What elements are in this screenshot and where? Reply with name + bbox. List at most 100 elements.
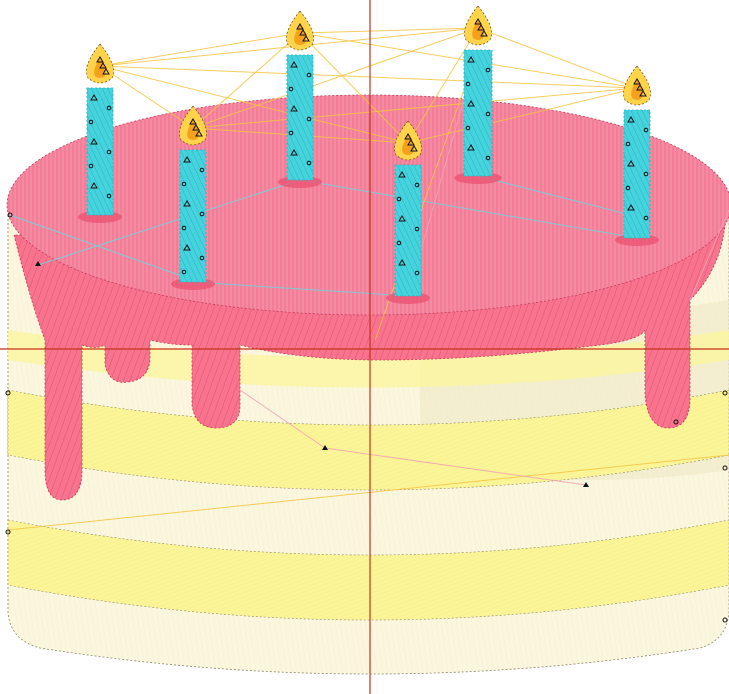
circle-marker <box>306 116 312 122</box>
triangle-marker <box>290 149 298 156</box>
triangle-marker <box>189 118 197 125</box>
triangle-marker <box>299 29 307 36</box>
circle-marker <box>106 149 112 155</box>
circle-marker <box>396 196 402 202</box>
travel-stitch-line <box>37 179 301 266</box>
circle-marker <box>465 125 471 131</box>
triangle-marker <box>102 68 110 75</box>
circle-marker <box>181 181 187 187</box>
circle-marker <box>199 167 205 173</box>
circle-marker <box>643 215 649 221</box>
triangle-marker <box>474 18 482 25</box>
triangle-marker <box>35 261 41 266</box>
circle-marker <box>465 81 471 87</box>
circle-marker <box>88 119 94 125</box>
travel-stitch-line <box>192 32 301 129</box>
circle-marker <box>306 72 312 78</box>
circle-marker <box>625 185 631 191</box>
triangle-marker <box>477 24 485 31</box>
travel-stitch-line <box>99 65 194 129</box>
circle-marker <box>722 465 728 471</box>
circle-marker <box>5 390 11 396</box>
travel-stitch-line <box>477 175 651 221</box>
circle-marker <box>88 163 94 169</box>
candles <box>77 5 660 304</box>
circle-marker <box>625 141 631 147</box>
stitch-markers <box>5 212 728 623</box>
triangle-marker <box>583 482 589 487</box>
candle-5 <box>454 5 502 184</box>
circle-marker <box>396 240 402 246</box>
travel-stitch-line <box>407 27 479 144</box>
travel-stitch-line <box>324 447 587 486</box>
triangle-marker <box>322 445 328 450</box>
circle-marker <box>485 111 491 117</box>
travel-stitch-line <box>192 27 479 129</box>
circle-marker <box>722 617 728 623</box>
circle-marker <box>199 255 205 261</box>
triangle-marker <box>99 62 107 69</box>
triangle-marker <box>183 200 191 207</box>
circle-marker <box>181 225 187 231</box>
triangle-marker <box>404 133 412 140</box>
candle-4 <box>385 120 431 304</box>
triangle-marker <box>296 23 304 30</box>
triangle-marker <box>467 56 475 63</box>
triangle-marker <box>480 30 488 37</box>
triangle-marker <box>636 84 644 91</box>
circle-marker <box>7 212 13 218</box>
circle-marker <box>485 67 491 73</box>
travel-stitch-line <box>407 87 638 144</box>
triangle-marker <box>183 244 191 251</box>
circle-marker <box>643 127 649 133</box>
travel-stitch-line <box>239 389 326 449</box>
triangle-marker <box>195 130 203 137</box>
circle-marker <box>288 130 294 136</box>
triangle-marker <box>410 145 418 152</box>
triangle-marker <box>90 94 98 101</box>
travel-stitch-line <box>477 27 638 89</box>
circle-marker <box>199 211 205 217</box>
candle-1 <box>77 43 123 223</box>
travel-stitch-line <box>689 209 729 301</box>
circle-marker <box>722 390 728 396</box>
circle-marker <box>106 105 112 111</box>
travel-stitch-line <box>9 214 194 281</box>
triangle-marker <box>90 138 98 145</box>
circle-marker <box>5 529 11 535</box>
circle-marker <box>306 160 312 166</box>
triangle-marker <box>302 35 310 42</box>
circle-marker <box>414 182 420 188</box>
triangle-marker <box>633 78 641 85</box>
triangle-marker <box>467 100 475 107</box>
triangle-marker <box>183 156 191 163</box>
travel-stitch-line <box>299 27 479 34</box>
triangle-marker <box>627 160 635 167</box>
travel-stitch-line <box>99 65 409 144</box>
circle-marker <box>485 155 491 161</box>
circle-marker <box>106 193 112 199</box>
candle-3 <box>277 10 323 188</box>
triangle-marker <box>467 144 475 151</box>
candle-6 <box>614 65 660 246</box>
triangle-marker <box>192 124 200 131</box>
triangle-marker <box>290 61 298 68</box>
travel-stitch-line <box>192 87 638 129</box>
travel-stitch-line <box>299 179 638 239</box>
travel-stitch-line <box>192 281 409 297</box>
triangle-marker <box>398 259 406 266</box>
circle-marker <box>414 226 420 232</box>
triangle-marker <box>627 116 635 123</box>
triangle-marker <box>90 182 98 189</box>
travel-stitch-line <box>299 32 409 144</box>
circle-marker <box>414 270 420 276</box>
circle-marker <box>181 269 187 275</box>
triangle-marker <box>398 215 406 222</box>
circle-marker <box>288 86 294 92</box>
travel-stitch-line <box>99 65 638 89</box>
circle-marker <box>673 419 679 425</box>
triangle-marker <box>96 56 104 63</box>
